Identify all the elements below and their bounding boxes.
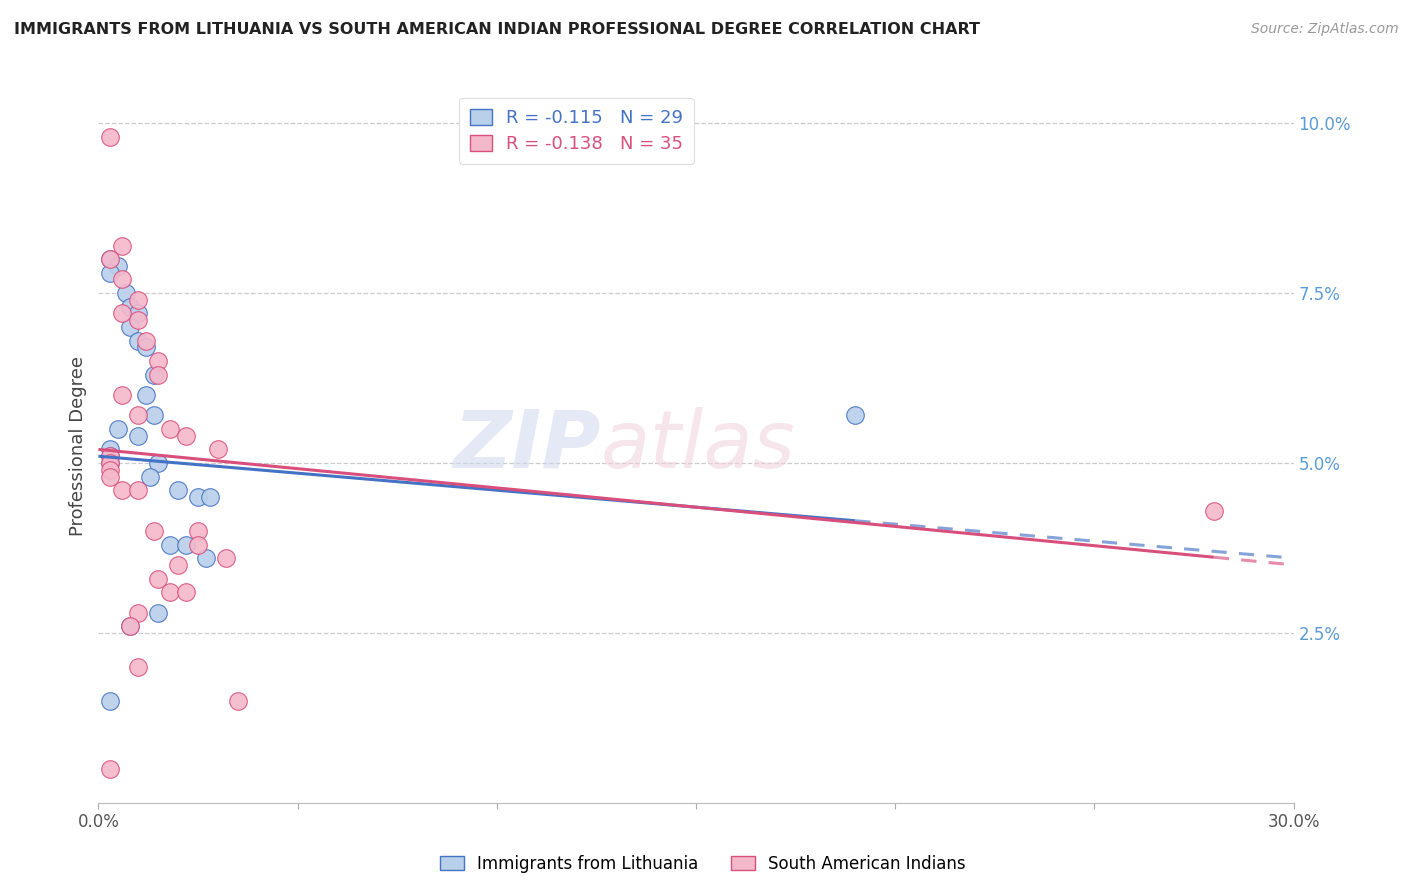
Point <box>148 354 170 368</box>
Point <box>174 537 197 551</box>
Point <box>187 524 209 538</box>
Point <box>107 422 129 436</box>
Point <box>135 388 157 402</box>
Point <box>198 490 221 504</box>
Point <box>135 341 157 355</box>
Point <box>111 238 134 252</box>
Point <box>174 429 197 443</box>
Point <box>148 456 170 470</box>
Point <box>167 483 190 498</box>
Point <box>215 551 238 566</box>
Point <box>100 252 122 266</box>
Y-axis label: Professional Degree: Professional Degree <box>69 356 87 536</box>
Point <box>107 259 129 273</box>
Point <box>159 422 181 436</box>
Point <box>195 551 218 566</box>
Text: Source: ZipAtlas.com: Source: ZipAtlas.com <box>1251 22 1399 37</box>
Point <box>100 456 122 470</box>
Point <box>100 442 122 457</box>
Text: IMMIGRANTS FROM LITHUANIA VS SOUTH AMERICAN INDIAN PROFESSIONAL DEGREE CORRELATI: IMMIGRANTS FROM LITHUANIA VS SOUTH AMERI… <box>14 22 980 37</box>
Point <box>100 762 122 776</box>
Point <box>100 449 122 463</box>
Point <box>100 469 122 483</box>
Point <box>174 585 197 599</box>
Point <box>139 469 162 483</box>
Point <box>127 409 149 423</box>
Point <box>127 306 149 320</box>
Point <box>148 368 170 382</box>
Point <box>187 537 209 551</box>
Point <box>127 660 149 674</box>
Point <box>207 442 229 457</box>
Point <box>127 313 149 327</box>
Text: ZIP: ZIP <box>453 407 600 485</box>
Point <box>167 558 190 572</box>
Point <box>127 293 149 307</box>
Point <box>143 524 166 538</box>
Point <box>148 606 170 620</box>
Point <box>100 266 122 280</box>
Point <box>111 483 134 498</box>
Point <box>120 300 142 314</box>
Point <box>111 272 134 286</box>
Point <box>111 306 134 320</box>
Point <box>135 334 157 348</box>
Point <box>1202 503 1225 517</box>
Legend: Immigrants from Lithuania, South American Indians: Immigrants from Lithuania, South America… <box>433 848 973 880</box>
Point <box>111 388 134 402</box>
Point <box>100 252 122 266</box>
Point <box>120 619 142 633</box>
Point <box>100 694 122 708</box>
Point <box>148 572 170 586</box>
Text: atlas: atlas <box>600 407 796 485</box>
Legend: R = -0.115   N = 29, R = -0.138   N = 35: R = -0.115 N = 29, R = -0.138 N = 35 <box>460 98 693 163</box>
Point <box>100 463 122 477</box>
Point <box>100 129 122 144</box>
Point <box>143 368 166 382</box>
Point <box>127 483 149 498</box>
Point <box>127 334 149 348</box>
Point <box>143 409 166 423</box>
Point <box>127 606 149 620</box>
Point <box>159 537 181 551</box>
Point <box>115 286 138 301</box>
Point <box>120 320 142 334</box>
Point <box>120 619 142 633</box>
Point <box>100 449 122 463</box>
Point <box>100 456 122 470</box>
Point <box>226 694 249 708</box>
Point <box>159 585 181 599</box>
Point <box>127 429 149 443</box>
Point <box>187 490 209 504</box>
Point <box>844 409 866 423</box>
